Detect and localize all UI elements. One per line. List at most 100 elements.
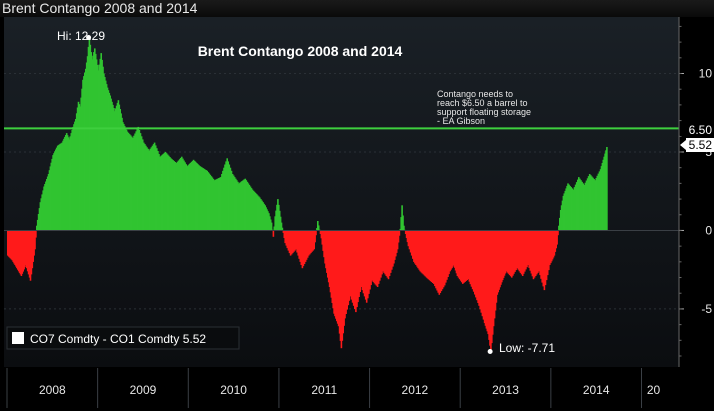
area-bar bbox=[177, 160, 180, 231]
area-bar bbox=[89, 44, 92, 231]
area-bar bbox=[44, 184, 46, 231]
area-bar bbox=[462, 230, 464, 284]
area-bar bbox=[480, 230, 483, 313]
area-bar bbox=[407, 230, 410, 247]
area-bar bbox=[292, 230, 294, 254]
area-bar bbox=[362, 230, 365, 294]
area-bar bbox=[551, 230, 554, 260]
area-bar bbox=[301, 230, 304, 269]
area-bar bbox=[316, 228, 318, 231]
area-bar bbox=[598, 171, 601, 231]
area-bar bbox=[97, 70, 100, 231]
area-bar bbox=[30, 230, 33, 275]
area-bar bbox=[82, 79, 84, 231]
area-bar bbox=[401, 205, 403, 231]
area-bar bbox=[564, 190, 567, 231]
area-bar bbox=[517, 230, 520, 270]
area-bar bbox=[278, 210, 281, 231]
area-bar bbox=[413, 230, 415, 262]
area-bar bbox=[501, 230, 504, 281]
area-bar bbox=[487, 230, 489, 335]
area-bar bbox=[18, 230, 21, 273]
area-bar bbox=[262, 202, 264, 231]
area-bar bbox=[34, 230, 36, 250]
area-bar bbox=[10, 230, 13, 260]
area-bar bbox=[272, 230, 275, 237]
area-bar bbox=[335, 230, 337, 319]
area-bar bbox=[241, 181, 243, 231]
area-bar bbox=[242, 180, 244, 231]
area-bar bbox=[17, 230, 20, 272]
area-bar bbox=[119, 109, 121, 231]
area-bar bbox=[562, 195, 565, 231]
area-bar bbox=[570, 187, 572, 231]
area-bar bbox=[516, 230, 518, 269]
area-bar bbox=[20, 230, 23, 276]
area-bar bbox=[163, 152, 166, 231]
area-bar bbox=[92, 55, 94, 231]
area-bar bbox=[553, 230, 556, 256]
area-bar bbox=[100, 53, 102, 231]
area-bar bbox=[446, 230, 448, 280]
area-bar bbox=[255, 194, 258, 231]
area-bar bbox=[118, 104, 121, 231]
area-bar bbox=[168, 155, 170, 231]
area-bar bbox=[81, 88, 83, 231]
area-bar bbox=[26, 230, 28, 269]
area-bar bbox=[392, 230, 394, 267]
area-bar bbox=[585, 180, 588, 231]
area-bar bbox=[215, 179, 218, 231]
area-bar bbox=[181, 156, 183, 231]
area-bar bbox=[187, 165, 190, 231]
area-bar bbox=[121, 117, 123, 231]
area-bar bbox=[19, 230, 22, 275]
area-bar bbox=[209, 174, 212, 231]
area-bar bbox=[325, 230, 327, 269]
area-bar bbox=[45, 181, 47, 231]
area-bar bbox=[278, 204, 280, 231]
area-bar bbox=[332, 230, 334, 309]
area-bar bbox=[432, 230, 434, 283]
x-tick-label-1: 2009 bbox=[130, 383, 157, 397]
area-bar bbox=[416, 230, 418, 267]
area-bar bbox=[594, 180, 596, 231]
area-bar bbox=[555, 230, 557, 249]
area-bar bbox=[57, 145, 60, 231]
area-bar bbox=[76, 107, 79, 231]
area-bar bbox=[61, 142, 63, 231]
area-bar bbox=[333, 230, 335, 314]
area-bar bbox=[41, 194, 43, 231]
area-bar bbox=[385, 230, 388, 276]
area-bar bbox=[391, 230, 393, 270]
area-bar bbox=[68, 139, 71, 231]
area-bar bbox=[154, 145, 157, 231]
area-bar bbox=[583, 184, 586, 231]
area-bar bbox=[503, 230, 506, 276]
area-bar bbox=[350, 230, 353, 300]
area-bar bbox=[159, 156, 161, 231]
area-bar bbox=[78, 104, 81, 231]
area-bar bbox=[251, 189, 254, 231]
area-bar bbox=[238, 183, 240, 231]
area-bar bbox=[453, 230, 456, 268]
series-area bbox=[4, 37, 679, 352]
area-bar bbox=[75, 119, 77, 231]
area-bar bbox=[443, 230, 446, 286]
area-bar bbox=[442, 230, 445, 288]
area-bar bbox=[279, 216, 282, 231]
value-badges: 6.50 5.52 bbox=[680, 123, 714, 152]
area-bar bbox=[179, 157, 182, 231]
area-bar bbox=[505, 230, 508, 272]
area-bar bbox=[456, 230, 459, 276]
area-bar bbox=[294, 230, 296, 251]
area-bar bbox=[445, 230, 447, 283]
area-bar bbox=[166, 154, 169, 231]
area-bar bbox=[574, 184, 577, 231]
area-bar bbox=[64, 136, 66, 231]
area-bar bbox=[296, 230, 298, 253]
area-bar bbox=[158, 153, 160, 231]
area-bar bbox=[524, 230, 526, 272]
area-bar bbox=[302, 230, 305, 267]
area-bar bbox=[371, 230, 373, 281]
area-bar bbox=[240, 181, 242, 231]
